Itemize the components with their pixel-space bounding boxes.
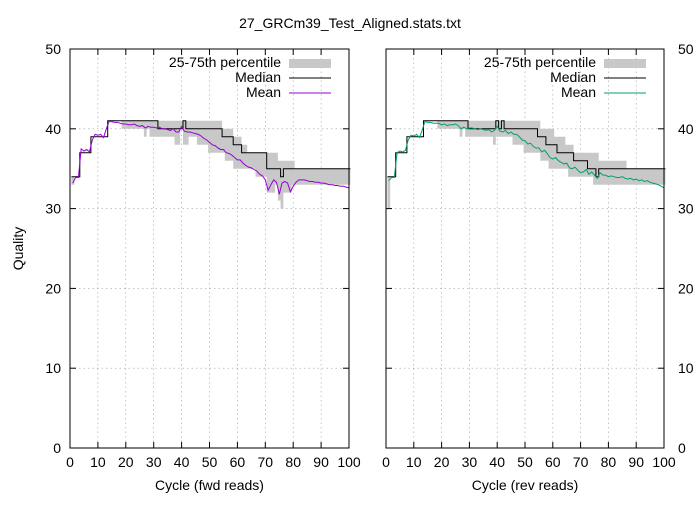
x-tick-label: 40	[489, 454, 505, 470]
y-tick-label: 20	[45, 280, 61, 296]
x-tick-label: 70	[258, 454, 274, 470]
y-tick-label: 30	[45, 201, 61, 217]
x-tick-label: 10	[406, 454, 422, 470]
y-tick-label: 10	[678, 360, 694, 376]
mean-line	[388, 120, 665, 189]
legend-label-percentile: 25-75th percentile	[484, 54, 596, 70]
y-tick-label: 20	[678, 280, 694, 296]
x-tick-label: 80	[601, 454, 617, 470]
median-line	[387, 120, 666, 178]
legend-label-percentile: 25-75th percentile	[169, 54, 281, 70]
x-tick-label: 0	[382, 454, 390, 470]
chart-title: 27_GRCm39_Test_Aligned.stats.txt	[239, 15, 461, 31]
x-tick-label: 60	[230, 454, 246, 470]
x-tick-label: 90	[628, 454, 644, 470]
legend-label-mean: Mean	[561, 84, 596, 100]
x-tick-label: 60	[545, 454, 561, 470]
legend-label-median: Median	[550, 69, 596, 85]
y-tick-label: 0	[53, 440, 61, 456]
legend-swatch-percentile	[604, 59, 646, 68]
x-tick-label: 30	[146, 454, 162, 470]
x-axis-label: Cycle (fwd reads)	[155, 477, 264, 493]
x-tick-label: 70	[573, 454, 589, 470]
x-tick-label: 30	[462, 454, 478, 470]
x-tick-label: 20	[118, 454, 134, 470]
x-tick-label: 80	[285, 454, 301, 470]
x-tick-label: 20	[434, 454, 450, 470]
fwd-reads-panel: 0 10 20 30 40 50 60 70 80 90 100 0 10 20 30 40 50 Cycle (…	[10, 41, 361, 493]
mean-line	[72, 121, 350, 195]
x-tick-label: 10	[90, 454, 106, 470]
legend-swatch-percentile	[289, 59, 331, 68]
legend-label-median: Median	[235, 69, 281, 85]
x-tick-label: 50	[202, 454, 218, 470]
y-tick-label: 50	[678, 41, 694, 57]
y-tick-label: 40	[678, 121, 694, 137]
x-axis-label: Cycle (rev reads)	[472, 477, 579, 493]
legend-label-mean: Mean	[246, 84, 281, 100]
x-tick-label: 40	[174, 454, 190, 470]
y-tick-label: 10	[45, 360, 61, 376]
x-tick-label: 50	[517, 454, 533, 470]
x-tick-label: 100	[337, 454, 361, 470]
x-tick-label: 90	[313, 454, 329, 470]
y-tick-label: 30	[678, 201, 694, 217]
y-tick-label: 0	[678, 440, 686, 456]
percentile-band-area	[71, 120, 351, 209]
y-tick-label: 50	[45, 41, 61, 57]
x-tick-label: 0	[66, 454, 74, 470]
x-tick-label: 100	[652, 454, 676, 470]
y-tick-label: 40	[45, 121, 61, 137]
median-line	[71, 120, 351, 178]
percentile-band-area	[387, 120, 666, 209]
y-axis-label: Quality	[10, 227, 26, 271]
